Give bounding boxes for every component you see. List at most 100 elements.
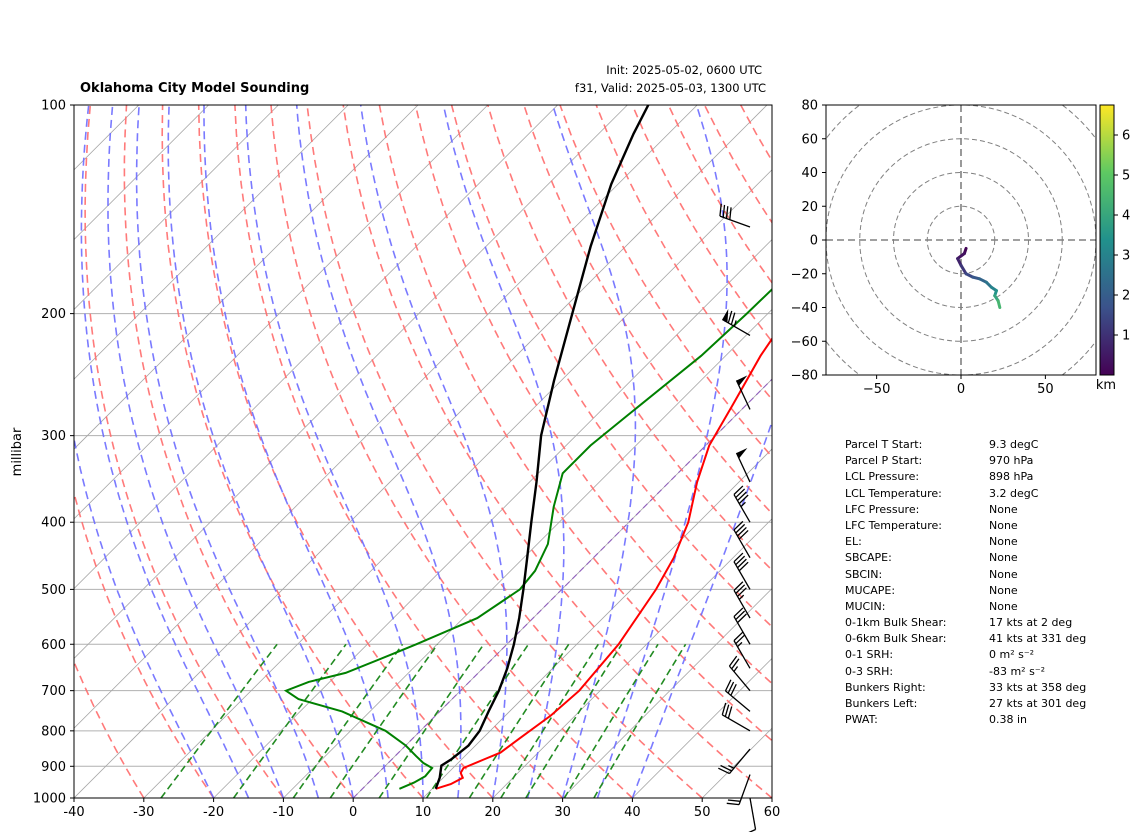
dry-adiabat-line: [450, 105, 772, 628]
stat-label: MUCAPE:: [845, 583, 896, 597]
stat-label: LCL Pressure:: [845, 470, 920, 484]
wind-barb-staff: [738, 774, 751, 805]
colorbar-tick-label: 1: [1122, 329, 1130, 344]
stat-row: LFC Pressure: None: [845, 503, 1125, 519]
stat-label: LFC Temperature:: [845, 518, 943, 532]
wind-barb-full: [737, 526, 747, 537]
mixing-ratio-line: [525, 643, 623, 798]
x-tick-label: 10: [415, 805, 432, 820]
x-tick-label: 20: [485, 805, 502, 820]
isotherm-line: [632, 657, 772, 798]
wind-barb: [748, 797, 757, 832]
x-tick-label: -20: [203, 805, 224, 820]
skew-t-frame: [73, 104, 773, 799]
stat-label: EL:: [845, 535, 862, 549]
stat-value: 41 kts at 331 deg: [989, 632, 1087, 646]
y-tick-label: 800: [41, 724, 66, 739]
wind-barb: [735, 447, 751, 483]
wind-barb: [733, 520, 751, 559]
isotherm-line: [422, 448, 772, 798]
wind-barb-half: [728, 764, 735, 769]
colorbar-tick-label: 5: [1122, 169, 1130, 184]
stat-value: None: [989, 518, 1018, 532]
wind-barb-full: [727, 310, 733, 324]
stat-label: 0-3 SRH:: [845, 664, 894, 678]
wind-barb-full: [720, 764, 732, 772]
valid-time: f31, Valid: 2025-05-03, 1300 UTC: [575, 81, 766, 95]
dry-adiabat-line: [74, 659, 145, 798]
wind-barb-full: [730, 312, 736, 325]
colorbar-tick-label: 3: [1122, 249, 1130, 264]
stat-label: Parcel P Start:: [845, 454, 923, 468]
colorbar-tick-label: 4: [1122, 209, 1130, 224]
stat-row: Bunkers Left: 27 kts at 301 deg: [845, 697, 1125, 713]
y-tick-label: 700: [41, 684, 66, 699]
wind-barb-full: [719, 203, 722, 217]
wind-barb-full: [718, 767, 730, 775]
hodograph-y-tick-label: −40: [791, 301, 818, 316]
wind-barb-full: [733, 552, 744, 563]
moist-adiabat-line: [596, 105, 728, 798]
wind-barb-full: [737, 558, 747, 569]
wind-barb-full: [733, 631, 744, 642]
wind-barb-full: [737, 587, 747, 597]
stat-row: 0-1km Bulk Shear: 17 kts at 2 deg: [845, 616, 1125, 632]
stat-row: Parcel T Start: 9.3 degC: [845, 438, 1125, 454]
wind-barb-full: [724, 704, 730, 717]
mixing-ratio-line: [563, 643, 659, 798]
dry-adiabat-line: [595, 105, 772, 401]
y-axis-label: millibar: [10, 427, 25, 476]
mixing-ratio-line: [425, 643, 530, 798]
wind-barb: [718, 748, 751, 775]
wind-barb: [721, 702, 751, 732]
wind-barb: [721, 308, 751, 336]
moist-adiabat-line: [107, 105, 285, 798]
stat-row: SBCAPE: None: [845, 551, 1125, 567]
wind-barb-full: [724, 679, 732, 692]
dry-adiabat-line: [234, 105, 564, 798]
wind-barb-full: [733, 607, 744, 618]
wind-barb: [733, 581, 751, 619]
chart-title: Oklahoma City Model Sounding: [80, 81, 309, 96]
wind-barb-staff: [735, 380, 751, 410]
wind-barb-full: [735, 523, 746, 534]
wind-barb-full: [731, 658, 740, 670]
stat-value: None: [989, 502, 1018, 516]
stat-row: EL: None: [845, 535, 1125, 551]
wind-barb-half: [740, 501, 746, 508]
y-tick-label: 100: [41, 99, 66, 114]
skew-t-plot-area: [74, 105, 772, 798]
y-tick-label: 900: [41, 760, 66, 775]
wind-barb-full: [735, 610, 746, 621]
wind-barb-full: [730, 683, 737, 696]
wind-barb-staff: [749, 797, 757, 830]
stat-value: 27 kts at 301 deg: [989, 697, 1087, 710]
y-tick-label: 200: [41, 307, 66, 322]
wind-barb-staff: [728, 665, 751, 692]
stat-row: PWAT: 0.38 in: [845, 713, 1125, 729]
zero-isotherm-line: [352, 378, 772, 798]
wind-barb-full: [735, 634, 746, 645]
stat-value: 0.38 in: [989, 713, 1028, 727]
stat-label: LFC Pressure:: [845, 502, 920, 516]
wind-barb-half: [733, 666, 739, 672]
colorbar-unit-label: km: [1096, 378, 1116, 393]
wind-barb-full: [737, 613, 747, 624]
moist-adiabat-line: [442, 105, 565, 798]
stat-label: Bunkers Left:: [845, 697, 918, 710]
dry-adiabat-line: [84, 105, 285, 798]
isotherm-line: [143, 169, 772, 798]
moist-adiabat-line: [203, 105, 389, 798]
moist-adiabat-line: [74, 434, 215, 798]
stat-label: PWAT:: [845, 713, 878, 727]
stat-value: None: [989, 583, 1018, 597]
wind-barb-staff: [721, 714, 751, 732]
y-tick-label: 300: [41, 429, 66, 444]
isotherm-line: [283, 308, 772, 798]
mixing-ratio-line: [232, 643, 347, 798]
x-tick-label: 0: [349, 805, 357, 820]
stat-value: 3.2 degC: [989, 486, 1039, 500]
wind-barb-staff: [719, 215, 751, 228]
dewpoint-profile-line: [283, 287, 772, 790]
stat-row: LFC Temperature: None: [845, 519, 1125, 535]
